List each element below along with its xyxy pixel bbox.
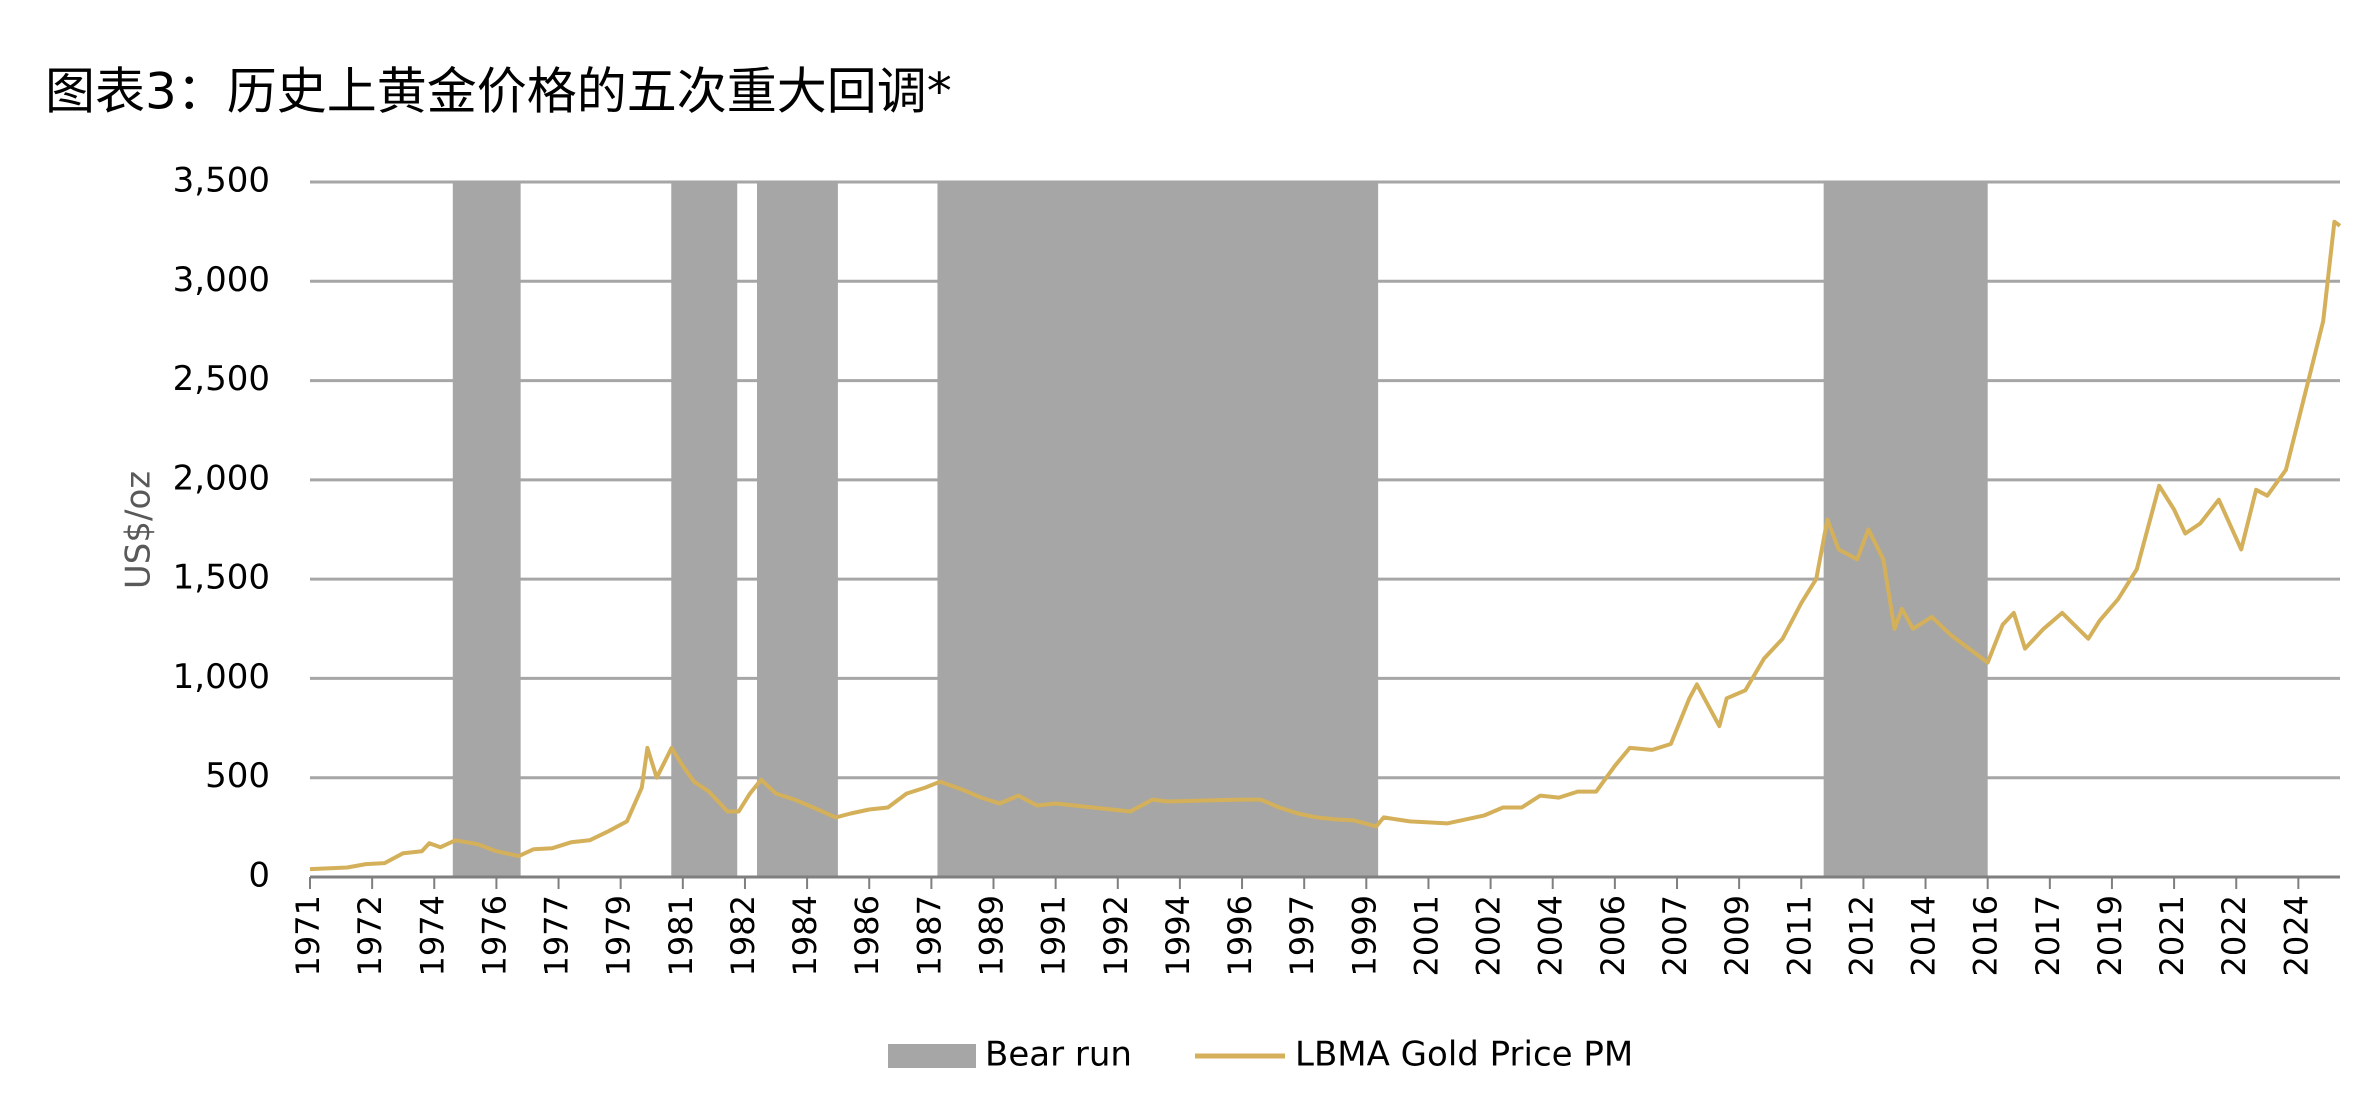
x-tick-label: 1984 bbox=[786, 895, 824, 976]
x-tick-label: 2016 bbox=[1967, 895, 2005, 976]
x-tick-label: 2017 bbox=[2029, 895, 2067, 976]
x-tick-label: 1992 bbox=[1097, 895, 1135, 976]
x-tick-label: 1977 bbox=[538, 895, 576, 976]
x-tick-label: 2012 bbox=[1842, 895, 1880, 976]
y-tick-label: 500 bbox=[205, 756, 270, 796]
x-tick-label: 1997 bbox=[1283, 895, 1321, 976]
gold-price-line bbox=[309, 219, 2342, 872]
y-tick-label: 3,500 bbox=[173, 161, 270, 201]
y-tick-label: 0 bbox=[248, 856, 270, 896]
x-tick-label: 2021 bbox=[2153, 895, 2191, 976]
chart-title: 图表3：历史上黄金价格的五次重大回调* bbox=[45, 63, 952, 121]
x-tick-label: 2007 bbox=[1656, 895, 1694, 976]
x-tick-label: 2022 bbox=[2215, 895, 2253, 976]
x-tick-label: 1986 bbox=[848, 895, 886, 976]
legend-label: Bear run bbox=[985, 1035, 1132, 1075]
bear-run-band bbox=[937, 182, 1379, 877]
bear-run-band bbox=[452, 182, 521, 877]
x-tick-label: 1989 bbox=[972, 895, 1010, 976]
y-tick-label: 1,000 bbox=[173, 657, 270, 697]
legend-label: LBMA Gold Price PM bbox=[1295, 1035, 1633, 1075]
y-tick-label: 2,000 bbox=[173, 458, 270, 498]
x-tick-label: 1981 bbox=[662, 895, 700, 976]
x-tick-label: 1976 bbox=[475, 895, 513, 976]
x-tick-label: 1971 bbox=[289, 895, 327, 976]
x-tick-label: 2024 bbox=[2277, 895, 2315, 976]
y-tick-label: 2,500 bbox=[173, 359, 270, 399]
bear-run-band bbox=[757, 182, 838, 877]
legend-swatch bbox=[888, 1044, 976, 1068]
x-tick-label: 1982 bbox=[724, 895, 762, 976]
x-tick-label: 2004 bbox=[1532, 895, 1570, 976]
x-tick-label: 1979 bbox=[600, 895, 638, 976]
x-tick-label: 1974 bbox=[413, 895, 451, 976]
x-tick-label: 1991 bbox=[1035, 895, 1073, 976]
x-tick-label: 1996 bbox=[1221, 895, 1259, 976]
x-tick-label: 2006 bbox=[1594, 895, 1632, 976]
x-tick-label: 1987 bbox=[910, 895, 948, 976]
y-tick-label: 3,000 bbox=[173, 260, 270, 300]
x-tick-label: 2002 bbox=[1470, 895, 1508, 976]
x-tick-label: 2009 bbox=[1718, 895, 1756, 976]
x-tick-label: 1972 bbox=[351, 895, 389, 976]
x-tick-label: 2019 bbox=[2091, 895, 2129, 976]
x-tick-label: 1999 bbox=[1345, 895, 1383, 976]
x-tick-label: 2001 bbox=[1407, 895, 1445, 976]
x-tick-label: 1994 bbox=[1159, 895, 1197, 976]
x-tick-label: 2014 bbox=[1905, 895, 1943, 976]
bear-run-band bbox=[671, 182, 738, 877]
y-tick-label: 1,500 bbox=[173, 558, 270, 598]
bear-run-band bbox=[1823, 182, 1988, 877]
x-tick-label: 2011 bbox=[1780, 895, 1818, 976]
y-axis-label: US$/oz bbox=[119, 471, 159, 589]
